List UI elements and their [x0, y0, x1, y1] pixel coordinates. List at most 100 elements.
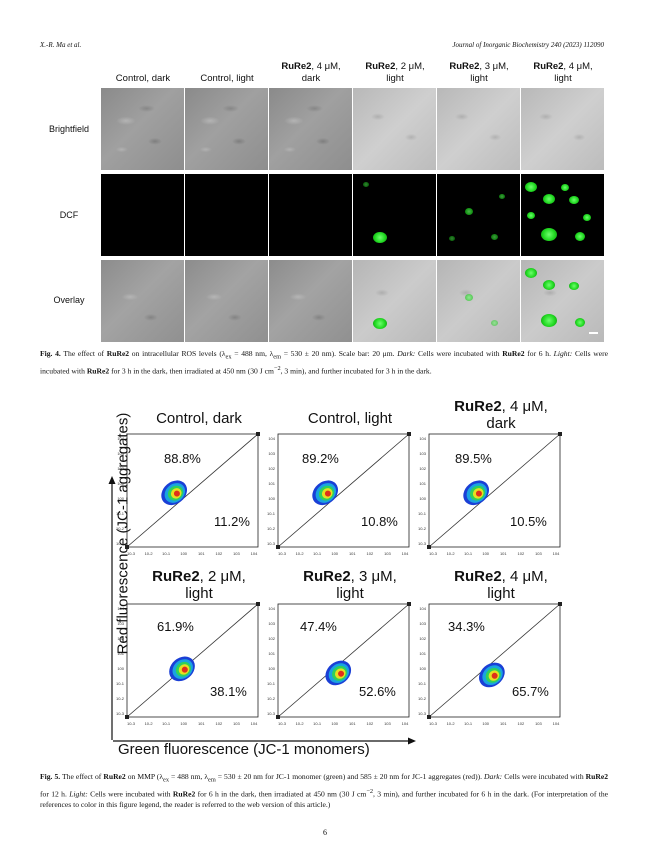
upper-quadrant-percent: 47.4% [300, 619, 337, 634]
page-number: 6 [323, 828, 327, 837]
corner-marker [427, 545, 431, 549]
micrograph-dcf [353, 174, 436, 256]
y-tick-label: 103 [117, 621, 124, 626]
density-contour [338, 670, 345, 677]
x-tick-label: 10-1 [313, 721, 322, 726]
x-tick-label: 10-3 [278, 721, 287, 726]
plot-frame [428, 603, 561, 718]
fluorescent-cell [569, 196, 579, 204]
fig4-column-title: Control, light [200, 73, 254, 84]
y-tick-label: 104 [419, 606, 426, 611]
running-header-authors: X.-R. Ma et al. [40, 41, 82, 49]
y-tick-label: 103 [419, 451, 426, 456]
x-tick-label: 102 [367, 551, 374, 556]
x-tick-label: 104 [553, 721, 560, 726]
y-tick-label: 103 [117, 451, 124, 456]
lower-quadrant-percent: 52.6% [359, 684, 396, 699]
plot-frame [277, 433, 410, 548]
fluorescent-cell [525, 182, 537, 192]
x-tick-label: 10-3 [278, 551, 287, 556]
x-tick-label: 10-2 [447, 721, 456, 726]
y-tick-label: 100 [268, 496, 275, 501]
y-tick-label: 10-2 [267, 526, 276, 531]
x-tick-label: 10-1 [464, 551, 473, 556]
y-tick-label: 10-3 [267, 711, 276, 716]
micrograph-overlay [269, 260, 352, 342]
micrograph-brightfield [521, 88, 604, 170]
fluorescent-cell [449, 236, 455, 241]
fluorescent-cell [373, 318, 387, 329]
x-tick-label: 102 [216, 721, 223, 726]
y-tick-label: 104 [117, 436, 124, 441]
gate-diagonal [277, 433, 410, 548]
corner-marker [125, 715, 129, 719]
x-tick-label: 10-1 [313, 551, 322, 556]
micrograph-dcf [185, 174, 268, 256]
y-tick-label: 10-1 [116, 681, 125, 686]
y-tick-label: 10-3 [267, 541, 276, 546]
y-tick-label: 10-2 [116, 696, 125, 701]
x-tick-label: 10-2 [145, 721, 154, 726]
micrograph-overlay [353, 260, 436, 342]
x-tick-label: 102 [518, 721, 525, 726]
plot-frame [126, 603, 259, 718]
micrograph-brightfield [101, 88, 184, 170]
y-tick-label: 10-2 [267, 696, 276, 701]
fig4-column-title: RuRe2, 2 μM, light [365, 61, 425, 84]
x-tick-label: 104 [402, 551, 409, 556]
y-tick-label: 10-1 [418, 511, 427, 516]
y-tick-label: 103 [268, 621, 275, 626]
x-tick-label: 102 [216, 551, 223, 556]
micrograph-brightfield [437, 88, 520, 170]
fig4-column-title: RuRe2, 3 μM, light [449, 61, 509, 84]
corner-marker [276, 715, 280, 719]
x-tick-label: 103 [233, 551, 240, 556]
corner-marker [407, 602, 411, 606]
fig4-row-label-brightfield: Brightfield [48, 124, 90, 134]
y-tick-label: 101 [419, 651, 426, 656]
y-tick-label: 10-2 [418, 696, 427, 701]
micrograph-dcf [269, 174, 352, 256]
fluorescent-cell [543, 194, 555, 204]
corner-marker [256, 432, 260, 436]
density-contour [475, 490, 482, 497]
lower-quadrant-percent: 38.1% [210, 684, 247, 699]
x-tick-label: 102 [367, 721, 374, 726]
fluorescent-cell [575, 318, 585, 327]
x-tick-label: 10-3 [127, 721, 136, 726]
fig5-panel-title: Control, dark [156, 410, 242, 427]
x-tick-label: 103 [535, 551, 542, 556]
upper-quadrant-percent: 88.8% [164, 451, 201, 466]
y-tick-label: 10-1 [116, 511, 125, 516]
y-tick-label: 10-1 [418, 681, 427, 686]
running-header-journal: Journal of Inorganic Biochemistry 240 (2… [452, 41, 604, 49]
fluorescent-cell [561, 184, 569, 191]
lower-quadrant-percent: 65.7% [512, 684, 549, 699]
fluorescent-cell [373, 232, 387, 243]
x-tick-label: 101 [198, 551, 205, 556]
y-tick-label: 10-3 [418, 711, 427, 716]
y-tick-label: 10-3 [116, 711, 125, 716]
fluorescent-cell [583, 214, 591, 221]
micrograph-overlay [101, 260, 184, 342]
x-tick-label: 10-2 [145, 551, 154, 556]
fig4-column-title: RuRe2, 4 μM, light [533, 61, 593, 84]
x-tick-label: 100 [180, 721, 187, 726]
y-tick-label: 102 [268, 466, 275, 471]
fig5-panel-title: RuRe2, 4 μM, dark [454, 398, 548, 432]
fluorescent-cell [491, 320, 498, 326]
fig5-panel-title: RuRe2, 3 μM, light [303, 568, 397, 602]
y-tick-label: 10-1 [267, 681, 276, 686]
x-tick-label: 104 [251, 551, 258, 556]
x-tick-label: 104 [402, 721, 409, 726]
gate-diagonal [428, 603, 561, 718]
corner-marker [276, 545, 280, 549]
fig4-column-title: Control, dark [115, 73, 171, 84]
fluorescent-cell [499, 194, 505, 199]
x-tick-label: 101 [349, 721, 356, 726]
lower-quadrant-percent: 10.5% [510, 514, 547, 529]
x-tick-label: 100 [482, 721, 489, 726]
upper-quadrant-percent: 34.3% [448, 619, 485, 634]
y-tick-label: 100 [268, 666, 275, 671]
